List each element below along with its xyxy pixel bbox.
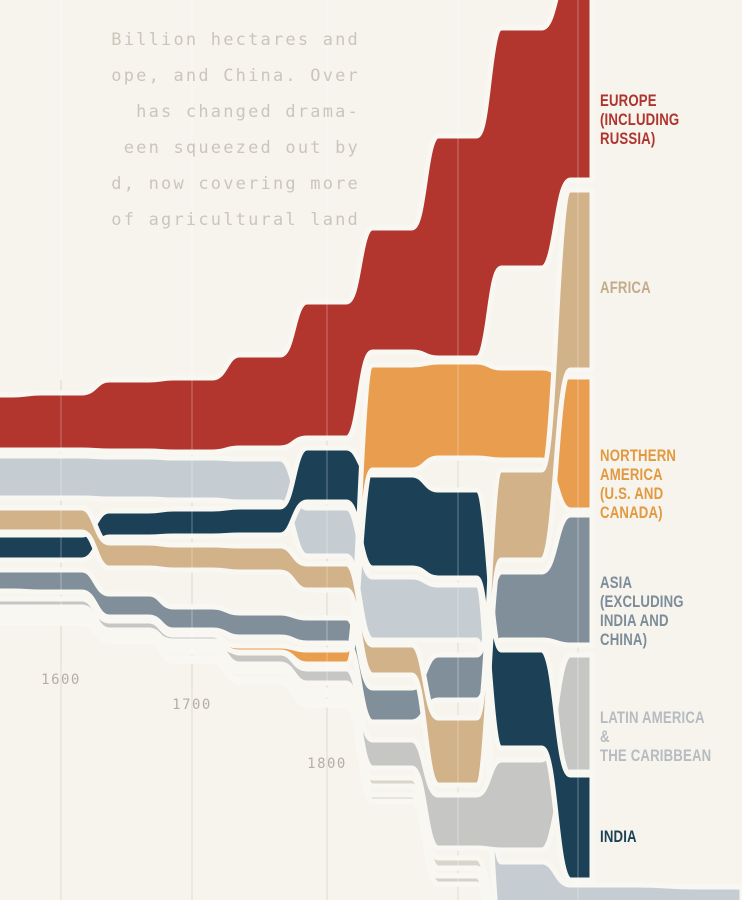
year-tick-label-1600: 1600 [41, 672, 81, 688]
region-label-latin_america: LATIN AMERICA & THE CARIBBEAN [600, 709, 712, 765]
region-label-northern_america: NORTHERN AMERICA (U.S. AND CANADA) [600, 447, 677, 522]
region-label-africa: AFRICA [600, 279, 651, 297]
region-label-europe: EUROPE (INCLUDING RUSSIA) [600, 92, 680, 148]
ribbon-china_cut_off [0, 453, 742, 900]
intro-paragraph: Billion hectares and ope, and China. Ove… [111, 30, 360, 230]
ribbon-asia [0, 512, 595, 725]
ribbon-other_region_a [0, 609, 493, 900]
ribbon-northern_america [0, 359, 595, 667]
ribbon-africa [0, 187, 595, 788]
ribbon-india [0, 445, 595, 883]
region-label-india: INDIA [600, 828, 637, 846]
year-tick-label-1700: 1700 [172, 697, 212, 713]
year-tick-label-1800: 1800 [307, 756, 347, 772]
ribbon-europe [0, 0, 595, 455]
region-label-asia: ASIA (EXCLUDING INDIA AND CHINA) [600, 574, 684, 649]
ribbon-other_region_b [0, 618, 489, 900]
